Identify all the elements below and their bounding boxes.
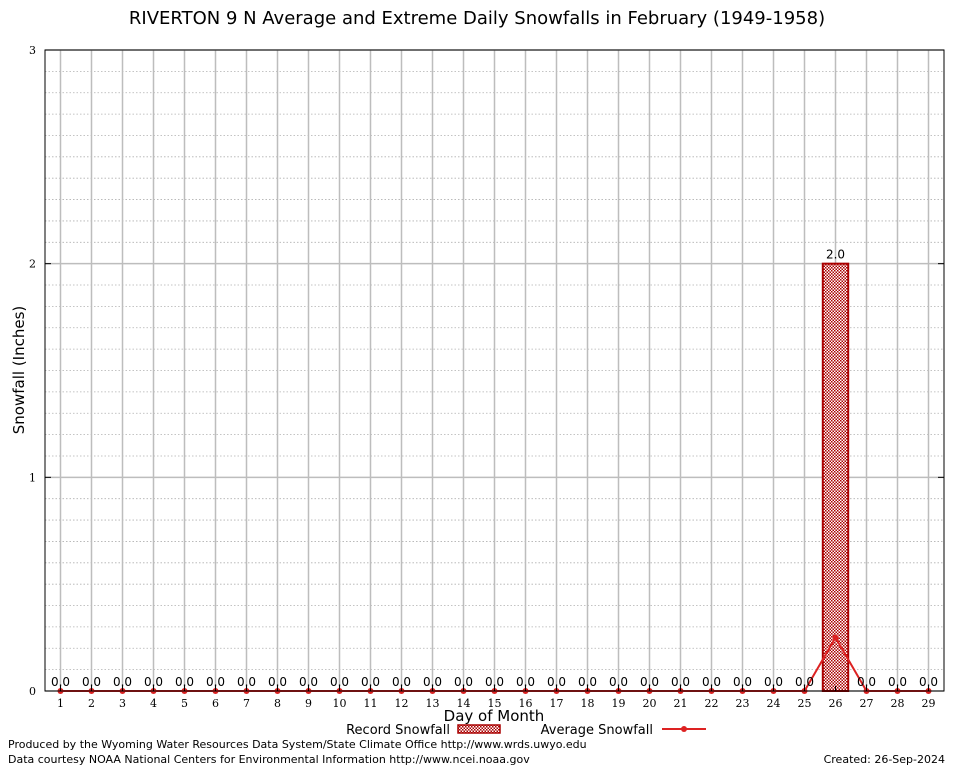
x-tick-label: 13: [426, 697, 440, 710]
legend-record-swatch: [457, 724, 501, 734]
y-tick-label: 0: [29, 685, 36, 698]
record-value-label: 0.0: [330, 675, 349, 689]
record-value-label: 0.0: [609, 675, 628, 689]
x-tick-label: 20: [643, 697, 657, 710]
record-value-label: 0.0: [175, 675, 194, 689]
x-tick-label: 5: [181, 697, 188, 710]
record-value-label: 0.0: [113, 675, 132, 689]
x-axis-title: Day of Month: [444, 707, 545, 725]
data-labels: 0.0 0.0 0.0 0.0 0.0 0.0 0.0 0.0 0.0 0.0 0.0 0.0 0.0 0…: [51, 248, 938, 689]
record-value-label: 0.0: [764, 675, 783, 689]
record-value-label: 0.0: [299, 675, 318, 689]
x-tick-label: 22: [705, 697, 719, 710]
legend: Record Snowfall Average Snowfall: [346, 723, 706, 738]
x-tick-label: 14: [457, 697, 471, 710]
record-value-label: 0.0: [268, 675, 287, 689]
record-value-label: 0.0: [361, 675, 380, 689]
x-tick-label: 25: [798, 697, 812, 710]
record-value-label: 0.0: [237, 675, 256, 689]
record-value-label: 0.0: [795, 675, 814, 689]
record-value-label: 0.0: [485, 675, 504, 689]
record-value-label: 0.0: [919, 675, 938, 689]
record-value-label: 0.0: [516, 675, 535, 689]
x-tick-label: 26: [829, 697, 843, 710]
x-tick-label: 27: [860, 697, 874, 710]
x-tick-label: 8: [274, 697, 281, 710]
x-tick-label: 21: [674, 697, 688, 710]
x-tick-label: 4: [150, 697, 157, 710]
record-value-label: 0.0: [702, 675, 721, 689]
record-value-label: 0.0: [206, 675, 225, 689]
x-tick-label: 6: [212, 697, 219, 710]
footer-created-date: Created: 26-Sep-2024: [823, 753, 945, 766]
y-axis-title: Snowfall (Inches): [10, 306, 28, 434]
record-value-label: 0.0: [547, 675, 566, 689]
x-tick-label: 17: [550, 697, 564, 710]
x-tick-label: 24: [767, 697, 781, 710]
record-value-label: 0.0: [454, 675, 473, 689]
x-tick-label: 15: [488, 697, 502, 710]
x-tick-label: 12: [395, 697, 409, 710]
record-value-label: 0.0: [51, 675, 70, 689]
record-bars: [821, 262, 850, 692]
record-value-label: 0.0: [671, 675, 690, 689]
x-tick-label: 10: [333, 697, 347, 710]
record-bar: [821, 262, 850, 692]
x-tick-label: 3: [119, 697, 126, 710]
x-tick-label: 1: [57, 697, 64, 710]
footer-produced-by: Produced by the Wyoming Water Resources …: [8, 738, 587, 751]
legend-record-label: Record Snowfall: [346, 723, 450, 738]
record-value-label: 2.0: [826, 248, 845, 262]
record-value-label: 0.0: [578, 675, 597, 689]
x-tick-label: 7: [243, 697, 250, 710]
record-value-label: 0.0: [82, 675, 101, 689]
legend-average-label: Average Snowfall: [541, 723, 653, 738]
x-tick-label: 11: [364, 697, 378, 710]
footer-data-courtesy: Data courtesy NOAA National Centers for …: [8, 753, 530, 766]
x-tick-label: 28: [891, 697, 905, 710]
record-value-label: 0.0: [144, 675, 163, 689]
record-value-label: 0.0: [857, 675, 876, 689]
x-tick-label: 19: [612, 697, 626, 710]
y-tick-label: 3: [29, 44, 36, 57]
record-value-label: 0.0: [640, 675, 659, 689]
x-tick-label: 2: [88, 697, 95, 710]
x-tick-label: 29: [922, 697, 936, 710]
y-tick-label: 2: [29, 258, 36, 271]
grid: [45, 49, 944, 692]
record-value-label: 0.0: [888, 675, 907, 689]
legend-average-marker: [681, 726, 687, 732]
record-value-label: 0.0: [392, 675, 411, 689]
y-tick-label: 1: [29, 471, 36, 484]
record-value-label: 0.0: [423, 675, 442, 689]
x-tick-label: 9: [305, 697, 312, 710]
average-point: [832, 634, 839, 641]
x-tick-label: 23: [736, 697, 750, 710]
x-tick-label: 18: [581, 697, 595, 710]
record-value-label: 0.0: [733, 675, 752, 689]
x-tick-label: 16: [519, 697, 533, 710]
chart-title: RIVERTON 9 N Average and Extreme Daily S…: [128, 8, 826, 29]
